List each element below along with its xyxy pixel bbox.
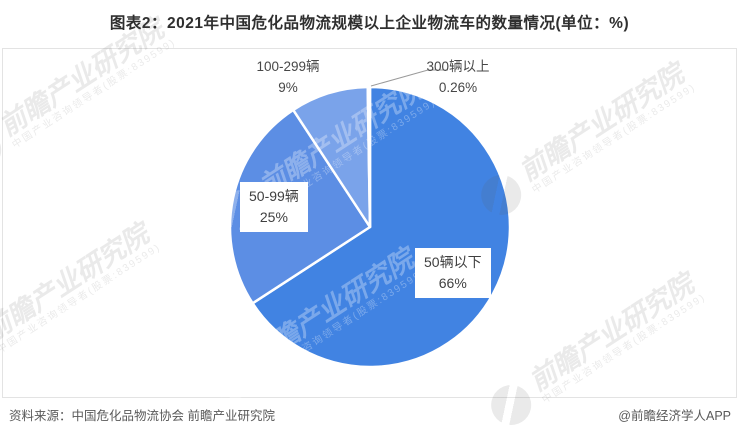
slice-label-value: 66% bbox=[438, 275, 467, 291]
leader-line bbox=[370, 69, 448, 87]
credit-note: @前瞻经济学人APP bbox=[618, 409, 731, 423]
slice-label-300-plus: 300辆以上 0.26% bbox=[408, 56, 508, 98]
slice-label-100-299: 100-299辆 9% bbox=[238, 56, 338, 98]
slice-label-text: 100-299辆 bbox=[256, 59, 320, 74]
slice-label-value: 9% bbox=[278, 80, 298, 95]
slice-label-value: 25% bbox=[259, 209, 288, 225]
pie-slice-300辆以上 bbox=[366, 85, 372, 229]
slice-label-text: 50-99辆 bbox=[249, 188, 299, 204]
chart-plot-area bbox=[2, 48, 737, 398]
slice-label-value: 0.26% bbox=[438, 80, 478, 95]
source-note: 资料来源：中国危化品物流协会 前瞻产业研究院 bbox=[9, 409, 275, 423]
slice-label-text: 50辆以下 bbox=[424, 254, 482, 270]
slice-label-text: 300辆以上 bbox=[426, 59, 490, 74]
slice-label-under-50: 50辆以下 66% bbox=[415, 248, 491, 298]
pie-slice-100-299辆 bbox=[291, 85, 372, 229]
page-title: 图表2：2021年中国危化品物流规模以上企业物流车的数量情况(单位：%) bbox=[109, 15, 630, 32]
slice-label-50-99: 50-99辆 25% bbox=[240, 182, 308, 232]
